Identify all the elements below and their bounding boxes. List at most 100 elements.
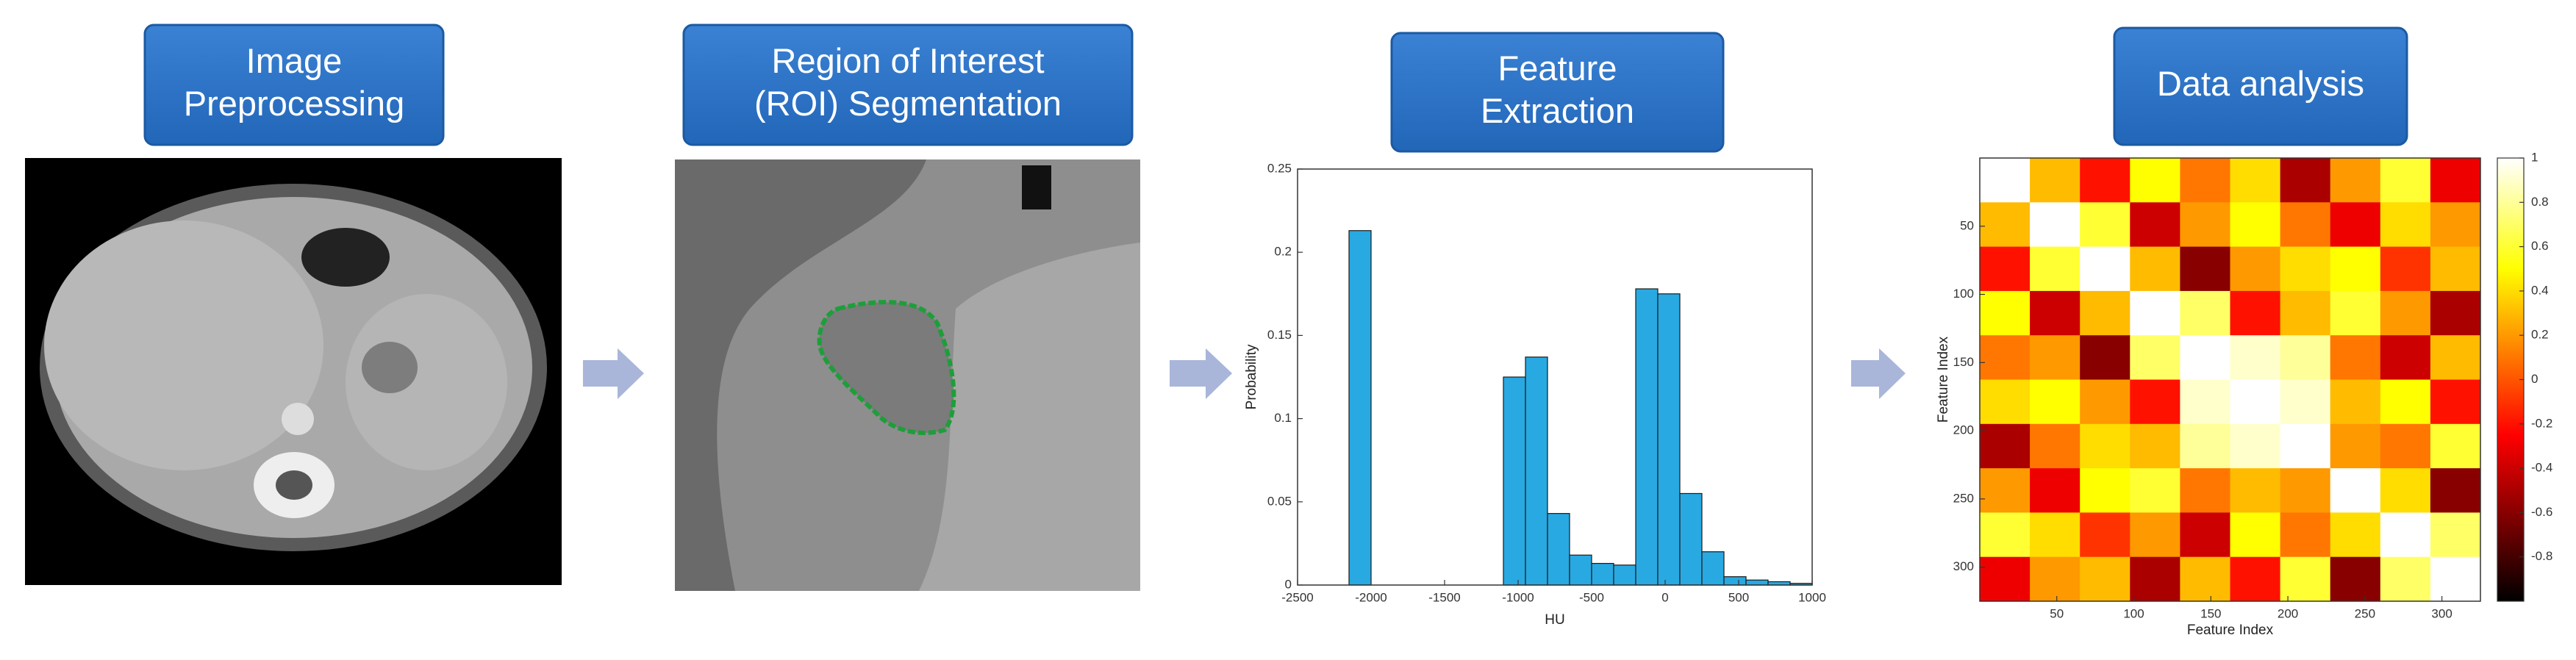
x-tick-label: 0 [1661,590,1668,604]
heatmap-cell [2180,335,2230,380]
heatmap-cell [2180,246,2230,292]
heatmap-cell [2130,512,2180,558]
x-tick-label: -1500 [1428,590,1460,604]
heatmap-cell [2280,202,2331,248]
heatmap-cell [2280,468,2331,513]
y-tick-label: 200 [1953,423,1974,437]
heatmap-cell [2180,556,2230,602]
bar [1745,579,1769,586]
step-label: Region of Interest [772,41,1045,80]
heatmap-cell [2230,512,2281,558]
heatmap-cell [2080,379,2130,425]
heatmap-cell [2030,202,2081,248]
heatmap-cell [2380,512,2431,558]
heatmap-cell [2030,158,2081,203]
heatmap-cell [2430,556,2481,602]
heatmap-cell [2280,423,2331,469]
step-box [2113,26,2408,146]
ct-stomach-gas [301,228,390,287]
heatmap-cell [2130,158,2180,203]
heatmap-cell [2080,158,2130,203]
axes-frame [1979,157,2481,602]
ct-aorta [282,403,314,435]
heatmap-cell [2330,512,2381,558]
heatmap-cell [2080,512,2130,558]
y-tick-label: 0.25 [1267,161,1292,175]
bar [1547,513,1570,586]
colorbar-tick-label: 0.2 [2531,328,2549,342]
heatmap-cell [2030,556,2081,602]
bar [1525,356,1548,586]
colorbar-tick-label: -0.4 [2531,461,2552,475]
axes-frame [1297,168,1813,586]
step-box [143,24,445,146]
heatmap-cell [2330,556,2381,602]
heatmap-cell [2430,246,2481,292]
heatmap-cell [2130,379,2180,425]
heatmap-cell [2280,379,2331,425]
heatmap-cell [2230,556,2281,602]
x-tick-label: 500 [1728,590,1749,604]
roi-gas [1022,165,1051,209]
x-tick-label: 1000 [1798,590,1826,604]
x-tick-label: 50 [2050,606,2064,620]
heatmap-cell [2180,423,2230,469]
colorbar-tick-label: -0.2 [2531,416,2552,430]
ct-canal [276,470,312,500]
bar [1679,492,1703,586]
step-label: Extraction [1481,91,1634,130]
roi-contour [817,300,956,436]
colorbar-tick-label: 1 [2531,150,2538,164]
heatmap-cell [2380,379,2431,425]
roi-organ [919,243,1140,591]
heatmap-cell [2130,246,2180,292]
heatmap-cell [2430,158,2481,203]
step-label: Feature [1498,49,1617,87]
heatmap-cell [2030,379,2081,425]
heatmap-cell [2230,158,2281,203]
heatmap-cell [2430,290,2481,336]
heatmap-cell [2330,468,2381,513]
heatmap-cell [2080,423,2130,469]
bar [1503,376,1526,586]
heatmap-cell [2030,290,2081,336]
arrow [1170,348,1232,399]
heatmap-cell [2080,335,2130,380]
step-box [1390,32,1725,153]
colorbar-tick-label: -0.6 [2531,505,2552,519]
heatmap-cell [2230,423,2281,469]
heatmap-cell [2030,423,2081,469]
colorbar-tick-label: 0 [2531,372,2538,386]
heatmap-cell [2180,468,2230,513]
heatmap-cell [2380,423,2431,469]
ct-spleen [346,294,507,470]
heatmap-cell [2230,290,2281,336]
heatmap-cell [1980,246,2031,292]
heatmap-cell [2080,290,2130,336]
x-tick-label: 300 [2431,606,2452,620]
heatmap-cell [2130,468,2180,513]
heatmap-cell [1980,379,2031,425]
heatmap-cell [2280,556,2331,602]
heatmap-cell [2030,335,2081,380]
heatmap-cell [2080,468,2130,513]
step-label: Data analysis [2157,64,2364,103]
y-axis-label: Feature Index [1936,336,1951,423]
heatmap-cell [2180,379,2230,425]
heatmap-cell [2330,379,2381,425]
heatmap-cell [2230,379,2281,425]
step-box [682,24,1134,146]
heatmap-cell [2430,202,2481,248]
heatmap-cell [2330,158,2381,203]
arrow [583,348,644,399]
heatmap-cell [2380,202,2431,248]
bar [1723,576,1747,586]
heatmap-cell [2330,246,2381,292]
heatmap-cell [2130,423,2180,469]
heatmap-cell [2430,379,2481,425]
bar [1591,562,1614,586]
heatmap-cell [2380,556,2431,602]
x-tick-label: 250 [2355,606,2375,620]
